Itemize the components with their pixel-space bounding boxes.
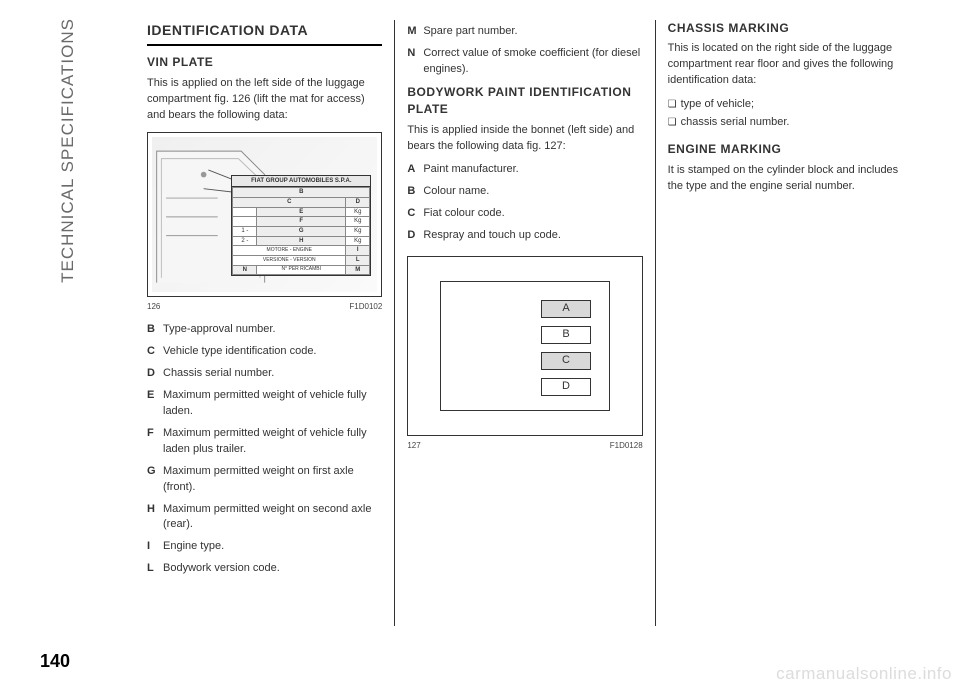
figure-code: F1D0128: [610, 440, 643, 452]
vin-plate-table: B C D EKg FKg 1 -GKg 2 -HKg MOTORE - ENG…: [232, 187, 370, 275]
definition-list-1: BType-approval number. CVehicle type ide…: [147, 322, 382, 577]
figure-126-caption: 126 F1D0102: [147, 301, 382, 313]
bullet-icon: ❏: [668, 115, 677, 131]
figure-code: F1D0102: [349, 301, 382, 313]
paint-row-c: C: [541, 352, 591, 370]
column-2: MSpare part number. NCorrect value of sm…: [394, 20, 654, 626]
definition-list-2-top: MSpare part number. NCorrect value of sm…: [407, 24, 642, 78]
bullet-list: ❏type of vehicle; ❏chassis serial number…: [668, 97, 903, 131]
section-title: IDENTIFICATION DATA: [147, 20, 382, 40]
definition-list-2: APaint manufacturer. BColour name. CFiat…: [407, 162, 642, 244]
figure-number: 127: [407, 440, 420, 452]
figure-127-caption: 127 F1D0128: [407, 440, 642, 452]
vin-plate: FIAT GROUP AUTOMOBILES S.P.A. B C D EKg …: [231, 175, 371, 277]
subheading-chassis: CHASSIS MARKING: [668, 20, 903, 37]
paint-plate: A B C D: [440, 281, 610, 411]
paint-row-b: B: [541, 326, 591, 344]
figure-127: A B C D: [407, 256, 642, 436]
subheading-engine: ENGINE MARKING: [668, 141, 903, 158]
subheading-paint: BODYWORK PAINT IDENTIFICATION PLATE: [407, 84, 642, 119]
paint-row-d: D: [541, 378, 591, 396]
body-text: This is located on the right side of the…: [668, 41, 903, 89]
figure-126: FIAT GROUP AUTOMOBILES S.P.A. B C D EKg …: [147, 132, 382, 297]
body-text: This is applied on the left side of the …: [147, 76, 382, 124]
watermark: carmanualsonline.info: [776, 664, 952, 684]
paint-row-a: A: [541, 300, 591, 318]
figure-number: 126: [147, 301, 160, 313]
page-number: 140: [40, 651, 70, 672]
vin-plate-header: FIAT GROUP AUTOMOBILES S.P.A.: [232, 176, 370, 188]
subheading-vin: VIN PLATE: [147, 54, 382, 71]
body-text: It is stamped on the cylinder block and …: [668, 163, 903, 195]
bullet-icon: ❏: [668, 97, 677, 113]
body-text: This is applied inside the bonnet (left …: [407, 123, 642, 155]
page-content: IDENTIFICATION DATA VIN PLATE This is ap…: [45, 20, 915, 666]
column-1: IDENTIFICATION DATA VIN PLATE This is ap…: [135, 20, 394, 626]
rule: [147, 44, 382, 46]
column-3: CHASSIS MARKING This is located on the r…: [655, 20, 915, 626]
